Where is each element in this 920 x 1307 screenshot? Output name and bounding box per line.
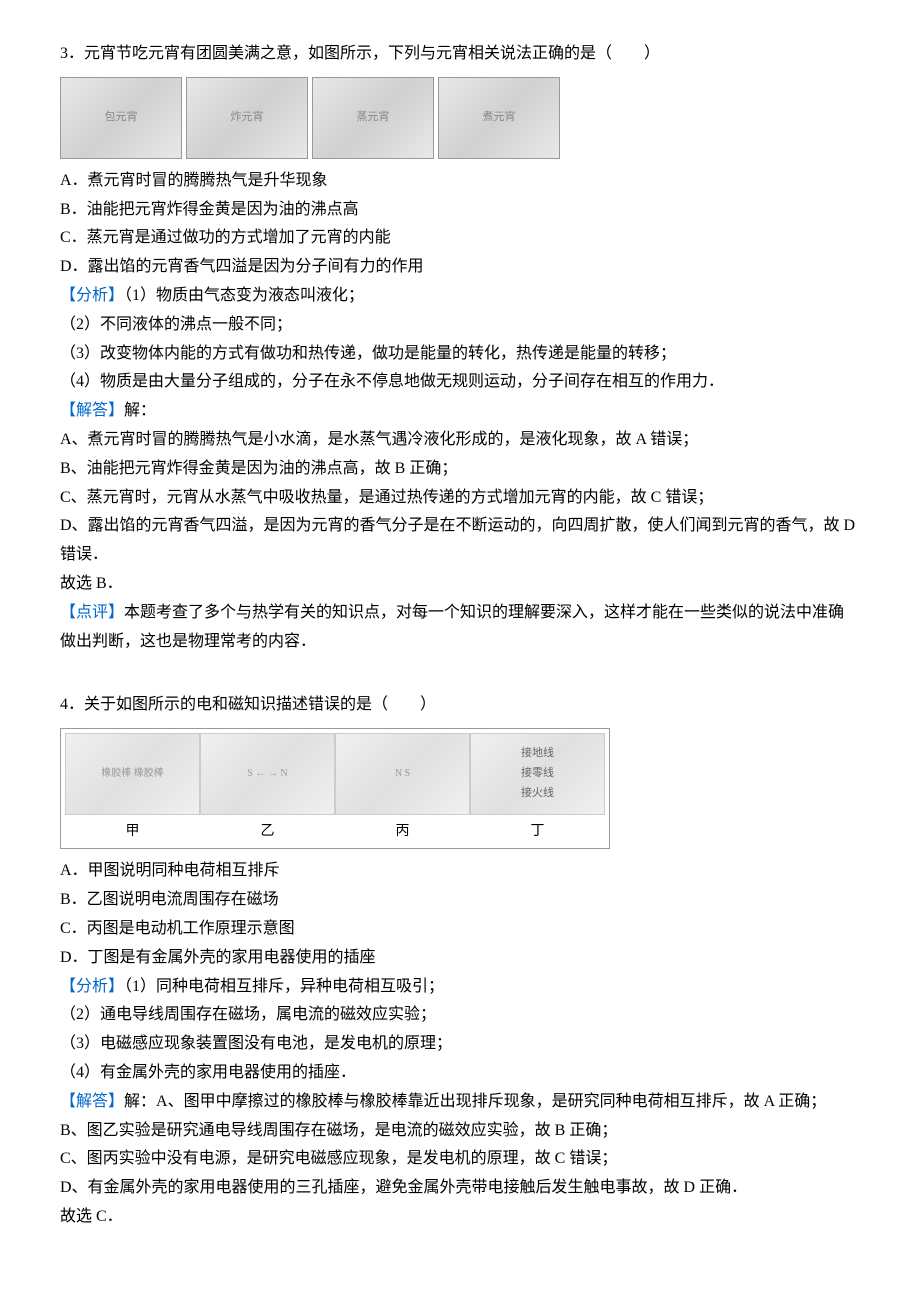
- question-4: 4．关于如图所示的电和磁知识描述错误的是（ ） 橡胶棒 橡胶棒 甲 S ← → …: [60, 691, 860, 1231]
- q3-answer-a: A、煮元宵时冒的腾腾热气是小水滴，是水蒸气遇冷液化形成的，是液化现象，故 A 错…: [60, 426, 860, 455]
- q3-analysis-4: （4）物质是由大量分子组成的，分子在永不停息地做无规则运动，分子间存在相互的作用…: [60, 368, 860, 397]
- q3-analysis-2: （2）不同液体的沸点一般不同；: [60, 311, 860, 340]
- q3-number: 3: [60, 45, 68, 62]
- q3-answer-intro-line: 【解答】解：: [60, 397, 860, 426]
- q4-conclusion: 故选 C．: [60, 1203, 860, 1232]
- q4-stem: 4．关于如图所示的电和磁知识描述错误的是（ ）: [60, 691, 860, 720]
- q4-image-cell-2: S ← → N 乙: [200, 733, 335, 844]
- q4-image-cell-4: 接地线 接零线 接火线 丁: [470, 733, 605, 844]
- q4-stem-text: ．关于如图所示的电和磁知识描述错误的是（ ）: [68, 696, 436, 713]
- q4-image-cell-3: N S 丙: [335, 733, 470, 844]
- q4-option-b: B．乙图说明电流周围存在磁场: [60, 886, 860, 915]
- q3-comment-line: 【点评】本题考查了多个与热学有关的知识点，对每一个知识的理解要深入，这样才能在一…: [60, 599, 860, 657]
- q4-answer-a: A、图甲中摩擦过的橡胶棒与橡胶棒靠近出现排斥现象，是研究同种电荷相互排斥，故 A…: [156, 1093, 826, 1110]
- q4-image-cell-1: 橡胶棒 橡胶棒 甲: [65, 733, 200, 844]
- q4-answer-c: C、图丙实验中没有电源，是研究电磁感应现象，是发电机的原理，故 C 错误；: [60, 1145, 860, 1174]
- answer-label: 【解答】: [60, 402, 124, 419]
- q4-images-row: 橡胶棒 橡胶棒 甲 S ← → N 乙 N S 丙 接地线 接零线 接火线 丁: [60, 728, 610, 849]
- q4-option-d: D．丁图是有金属外壳的家用电器使用的插座: [60, 944, 860, 973]
- q4-option-c: C．丙图是电动机工作原理示意图: [60, 915, 860, 944]
- q3-image-2: 炸元宵: [186, 77, 308, 159]
- q3-images-row: 包元宵 炸元宵 蒸元宵 煮元宵: [60, 77, 860, 159]
- q3-option-a: A．煮元宵时冒的腾腾热气是升华现象: [60, 167, 860, 196]
- q3-analysis-3: （3）改变物体内能的方式有做功和热传递，做功是能量的转化，热传递是能量的转移；: [60, 340, 860, 369]
- q4-analysis-4: （4）有金属外壳的家用电器使用的插座．: [60, 1059, 860, 1088]
- q4-image-label-3: 丙: [335, 819, 470, 844]
- analysis-label: 【分析】: [60, 287, 124, 304]
- q3-analysis-line-1: 【分析】（1）物质由气态变为液态叫液化；: [60, 282, 860, 311]
- q3-analysis-1: （1）物质由气态变为液态叫液化；: [124, 287, 364, 304]
- question-3: 3．元宵节吃元宵有团圆美满之意，如图所示，下列与元宵相关说法正确的是（ ） 包元…: [60, 40, 860, 656]
- q3-option-b: B．油能把元宵炸得金黄是因为油的沸点高: [60, 196, 860, 225]
- q3-image-4: 煮元宵: [438, 77, 560, 159]
- q4-image-2: S ← → N: [200, 733, 335, 815]
- comment-label: 【点评】: [60, 604, 124, 621]
- q4-image-label-2: 乙: [200, 819, 335, 844]
- q4-answer-line-1: 【解答】解：A、图甲中摩擦过的橡胶棒与橡胶棒靠近出现排斥现象，是研究同种电荷相互…: [60, 1088, 860, 1117]
- q4-option-a: A．甲图说明同种电荷相互排斥: [60, 857, 860, 886]
- q4-number: 4: [60, 696, 68, 713]
- q3-image-3: 蒸元宵: [312, 77, 434, 159]
- q4-analysis-2: （2）通电导线周围存在磁场，属电流的磁效应实验；: [60, 1001, 860, 1030]
- q4-analysis-1: （1）同种电荷相互排斥，异种电荷相互吸引；: [124, 978, 444, 995]
- answer-label: 【解答】: [60, 1093, 124, 1110]
- q3-conclusion: 故选 B．: [60, 570, 860, 599]
- q4-answer-intro: 解：: [124, 1093, 156, 1110]
- q4-analysis-line-1: 【分析】（1）同种电荷相互排斥，异种电荷相互吸引；: [60, 973, 860, 1002]
- q4-answer-d: D、有金属外壳的家用电器使用的三孔插座，避免金属外壳带电接触后发生触电事故，故 …: [60, 1174, 860, 1203]
- q3-answer-c: C、蒸元宵时，元宵从水蒸气中吸收热量，是通过热传递的方式增加元宵的内能，故 C …: [60, 484, 860, 513]
- q4-answer-b: B、图乙实验是研究通电导线周围存在磁场，是电流的磁效应实验，故 B 正确；: [60, 1117, 860, 1146]
- q4-analysis-3: （3）电磁感应现象装置图没有电池，是发电机的原理；: [60, 1030, 860, 1059]
- q4-image-4-annotation: 接地线 接零线 接火线: [519, 742, 556, 805]
- q4-image-4: 接地线 接零线 接火线: [470, 733, 605, 815]
- q3-stem: 3．元宵节吃元宵有团圆美满之意，如图所示，下列与元宵相关说法正确的是（ ）: [60, 40, 860, 69]
- q3-option-c: C．蒸元宵是通过做功的方式增加了元宵的内能: [60, 224, 860, 253]
- q3-answer-b: B、油能把元宵炸得金黄是因为油的沸点高，故 B 正确；: [60, 455, 860, 484]
- q4-image-label-4: 丁: [470, 819, 605, 844]
- analysis-label: 【分析】: [60, 978, 124, 995]
- q4-image-label-1: 甲: [65, 819, 200, 844]
- q3-option-d: D．露出馅的元宵香气四溢是因为分子间有力的作用: [60, 253, 860, 282]
- q3-comment-text: 本题考查了多个与热学有关的知识点，对每一个知识的理解要深入，这样才能在一些类似的…: [60, 604, 844, 650]
- q4-image-3: N S: [335, 733, 470, 815]
- q3-answer-intro: 解：: [124, 402, 156, 419]
- q3-image-1: 包元宵: [60, 77, 182, 159]
- q4-image-1: 橡胶棒 橡胶棒: [65, 733, 200, 815]
- q3-answer-d: D、露出馅的元宵香气四溢，是因为元宵的香气分子是在不断运动的，向四周扩散，使人们…: [60, 512, 860, 570]
- q3-stem-text: ．元宵节吃元宵有团圆美满之意，如图所示，下列与元宵相关说法正确的是（ ）: [68, 45, 660, 62]
